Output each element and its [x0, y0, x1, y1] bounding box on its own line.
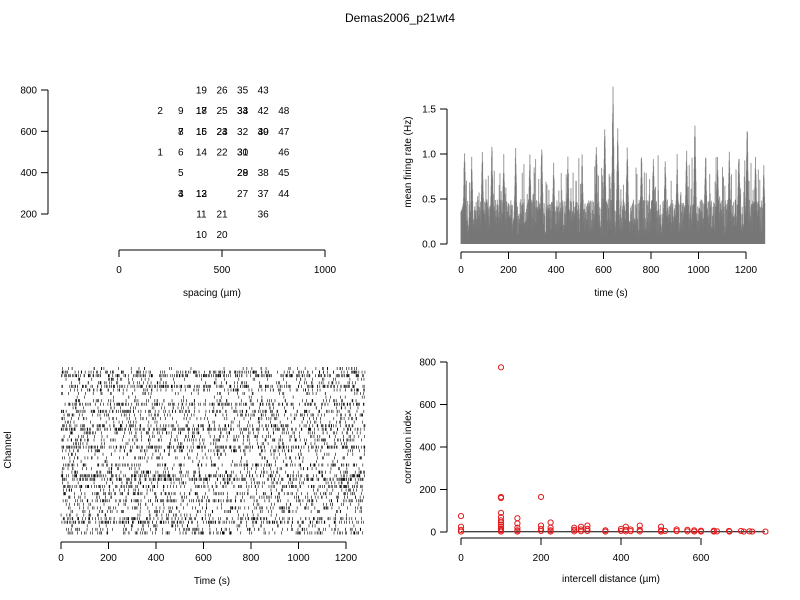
- electrode-label: 12: [196, 189, 208, 200]
- spike-raster-panel: 0 200 400 600 800 1000 1200 Time (s) Channel: [3, 367, 366, 587]
- electrode-label: 37: [258, 189, 270, 200]
- electrode-label: 23: [216, 127, 228, 138]
- electrode-label: 31: [237, 148, 249, 159]
- electrode-label: 16: [196, 127, 208, 138]
- rate-y-label: mean firing rate (Hz): [403, 116, 414, 207]
- raster-spikes: [60, 367, 366, 535]
- layout-y-tick-label: 800: [20, 86, 37, 97]
- electrode-label: 17: [196, 106, 208, 117]
- electrode-label: 24: [216, 127, 228, 138]
- electrode-label: 44: [278, 189, 290, 200]
- electrode-label: 15: [196, 127, 208, 138]
- electrode-label: 18: [196, 106, 208, 117]
- electrode-label: 32: [237, 127, 249, 138]
- electrode-label: 10: [196, 230, 208, 241]
- electrode-label: 26: [216, 86, 228, 97]
- electrode-label: 30: [237, 148, 249, 159]
- electrode-label: 34: [237, 106, 249, 117]
- rate-y-tick-label: 1.5: [422, 105, 436, 116]
- electrode-label: 48: [278, 106, 290, 117]
- electrode-label: 25: [216, 106, 228, 117]
- electrode-label: 27: [237, 189, 249, 200]
- electrode-label: 7: [178, 127, 184, 138]
- layout-x-label: spacing (µm): [183, 288, 241, 299]
- layout-y-ticks: 200 400 600 800: [20, 86, 48, 221]
- electrode-label: 19: [196, 86, 208, 97]
- rate-x-ticks: 0 200 400 600 800 1000 1200: [458, 252, 758, 276]
- firing-rate-panel: 0.0 0.5 1.0 1.5 0 200 400 600 800 1000 1200 time …: [403, 86, 766, 299]
- rate-x-tick-label: 800: [643, 265, 660, 276]
- firing-rate-bars: [460, 86, 766, 244]
- electrode-label: 20: [216, 230, 228, 241]
- electrode-label: 6: [178, 148, 184, 159]
- layout-x-ticks: 0 500 1000: [116, 250, 337, 276]
- electrode-label: 1: [157, 148, 163, 159]
- rate-y-tick-label: 1.0: [422, 150, 436, 161]
- electrode-label: 14: [196, 148, 208, 159]
- rate-x-tick-label: 600: [595, 265, 612, 276]
- electrode-label: 4: [178, 189, 184, 200]
- rate-y-ticks: 0.0 0.5 1.0 1.5: [422, 105, 447, 251]
- electrode-label: 42: [258, 106, 270, 117]
- rate-x-tick-label: 1000: [687, 265, 710, 276]
- electrode-label: 36: [258, 210, 270, 221]
- layout-y-tick-label: 600: [20, 127, 37, 138]
- electrode-label: 22: [216, 148, 228, 159]
- electrode-label: 13: [196, 189, 208, 200]
- electrode-label: 33: [237, 106, 249, 117]
- electrode-label: 29: [237, 168, 249, 179]
- electrode-label: 21: [216, 210, 228, 221]
- electrode-label: 11: [196, 210, 207, 221]
- rate-x-tick-label: 200: [500, 265, 517, 276]
- figure-title: Demas2006_p21wt4: [345, 11, 455, 25]
- rate-x-tick-label: 0: [458, 265, 464, 276]
- electrode-label: 9: [178, 106, 184, 117]
- electrode-label: 47: [278, 127, 290, 138]
- electrode-labels: 1234567891011121314151617181920212223242…: [157, 86, 289, 242]
- electrode-label: 45: [278, 168, 290, 179]
- layout-x-tick-label: 500: [214, 265, 231, 276]
- rate-y-tick-label: 0.0: [422, 240, 436, 251]
- electrode-label: 3: [178, 189, 184, 200]
- layout-y-tick-label: 400: [20, 168, 37, 179]
- electrode-label: 2: [157, 106, 163, 117]
- electrode-label: 46: [278, 148, 290, 159]
- electrode-label: 5: [178, 168, 184, 179]
- rate-x-label: time (s): [594, 288, 627, 299]
- layout-y-tick-label: 200: [20, 210, 37, 221]
- electrode-label: 35: [237, 86, 249, 97]
- layout-x-tick-label: 1000: [314, 265, 337, 276]
- electrode-label: 8: [178, 127, 184, 138]
- electrode-label: 43: [258, 86, 270, 97]
- electrode-label: 40: [258, 127, 270, 138]
- electrode-label: 39: [258, 127, 270, 138]
- layout-x-tick-label: 0: [116, 265, 122, 276]
- rate-x-tick-label: 1200: [735, 265, 758, 276]
- rate-x-tick-label: 400: [548, 265, 565, 276]
- rate-y-tick-label: 0.5: [422, 195, 436, 206]
- electrode-label: 28: [237, 168, 249, 179]
- electrode-label: 38: [258, 168, 270, 179]
